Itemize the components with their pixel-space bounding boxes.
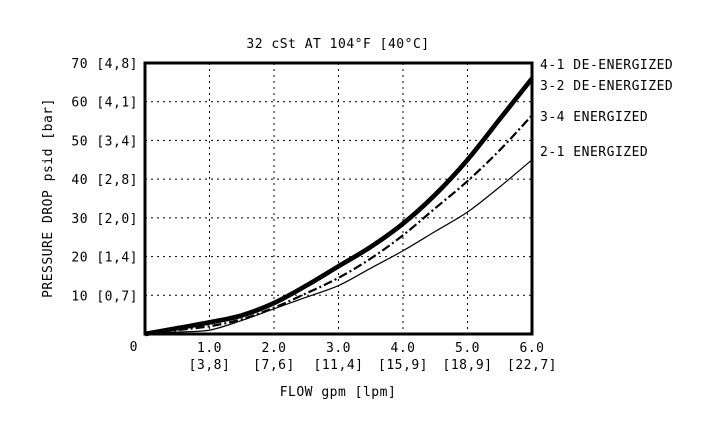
legend: 4-1 DE-ENERGIZED 3-2 DE-ENERGIZED 3-4 ENER… bbox=[540, 58, 673, 160]
x-tick-label-1: 2.0 bbox=[262, 341, 287, 356]
x-tick-sublabel-4: [18,9] bbox=[443, 358, 493, 373]
series-line-2 bbox=[144, 114, 533, 336]
x-axis-label: FLOW gpm [lpm] bbox=[280, 385, 397, 400]
x-tick-sublabel-3: [15,9] bbox=[378, 358, 428, 373]
series-line-3 bbox=[144, 159, 533, 335]
series-layer bbox=[144, 77, 534, 337]
y-tick-labels: 10 [0,7] 20 [1,4] 30 [2,0] 40 [2,8] 50 [3,4]… bbox=[71, 57, 138, 304]
y-axis-label: PRESSURE DROP psid [bar] bbox=[41, 98, 56, 298]
y-tick-label-4: 50 [3,4] bbox=[71, 134, 138, 149]
series-line-1 bbox=[144, 77, 534, 337]
chart-title: 32 cSt AT 104°F [40°C] bbox=[246, 37, 429, 52]
x-tick-label-2: 3.0 bbox=[326, 341, 351, 356]
legend-label-3: 2-1 ENERGIZED bbox=[540, 145, 648, 160]
x-tick-sublabel-5: [22,7] bbox=[507, 358, 557, 373]
plot-frame bbox=[143, 61, 534, 336]
x-tick-label-5: 6.0 bbox=[520, 341, 545, 356]
y-tick-label-6: 70 [4,8] bbox=[71, 57, 138, 72]
x-tick-label-4: 5.0 bbox=[455, 341, 480, 356]
x-tick-labels: 1.0 [3,8] 2.0 [7,6] 3.0 [11,4] 4.0 [15,9] 5.0 [18… bbox=[189, 341, 557, 373]
x-tick-sublabel-1: [7,6] bbox=[253, 358, 295, 373]
legend-label-1: 3-2 DE-ENERGIZED bbox=[540, 79, 673, 94]
y-tick-label-3: 40 [2,8] bbox=[71, 173, 138, 188]
y-tick-label-1: 20 [1,4] bbox=[71, 251, 138, 266]
x-tick-label-0: 1.0 bbox=[197, 341, 222, 356]
x-tick-label-3: 4.0 bbox=[391, 341, 416, 356]
grid-layer bbox=[145, 63, 532, 334]
x-tick-sublabel-2: [11,4] bbox=[314, 358, 364, 373]
y-tick-label-2: 30 [2,0] bbox=[71, 212, 138, 227]
y-tick-label-0: 10 [0,7] bbox=[71, 289, 138, 304]
x-tick-sublabel-0: [3,8] bbox=[189, 358, 231, 373]
legend-label-2: 3-4 ENERGIZED bbox=[540, 110, 648, 125]
origin-label: 0 bbox=[130, 340, 138, 355]
legend-label-0: 4-1 DE-ENERGIZED bbox=[540, 58, 673, 73]
y-tick-label-5: 60 [4,1] bbox=[71, 96, 138, 111]
